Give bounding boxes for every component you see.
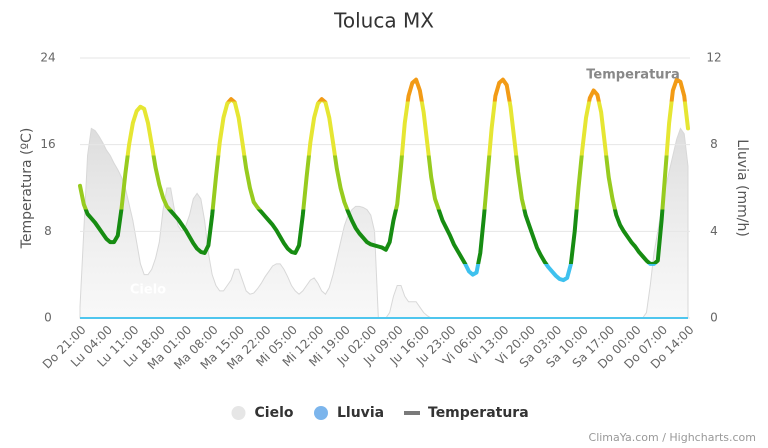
legend-symbol	[231, 406, 246, 420]
annotation: Cielo	[130, 283, 166, 298]
y2-tick-label: 0	[710, 311, 718, 325]
y-tick-label: 8	[44, 224, 52, 238]
legend-label: Lluvia	[337, 405, 384, 421]
y-axis-title: Temperatura (ºC)	[19, 128, 35, 250]
line-layer	[78, 77, 690, 319]
y-tick-label: 24	[40, 51, 55, 65]
annotation: Temperatura	[586, 68, 679, 83]
y-tick-label: 16	[40, 137, 55, 151]
area-layer	[79, 127, 689, 319]
legend-symbol	[314, 406, 328, 420]
cielo-area	[79, 127, 689, 319]
chart-title: Toluca MX	[333, 9, 434, 33]
legend-symbol	[404, 411, 420, 415]
legend-label: Cielo	[255, 405, 294, 421]
y2-axis-title: Lluvia (mm/h)	[734, 139, 750, 237]
credits: ClimaYa.com / Highcharts.com	[589, 431, 756, 444]
y-tick-label: 0	[44, 311, 52, 325]
temperature-line	[78, 77, 690, 283]
y2-tick-label: 12	[706, 51, 721, 65]
y2-tick-label: 8	[710, 137, 718, 151]
legend-label: Temperatura	[428, 405, 529, 421]
y2-tick-label: 4	[710, 224, 718, 238]
